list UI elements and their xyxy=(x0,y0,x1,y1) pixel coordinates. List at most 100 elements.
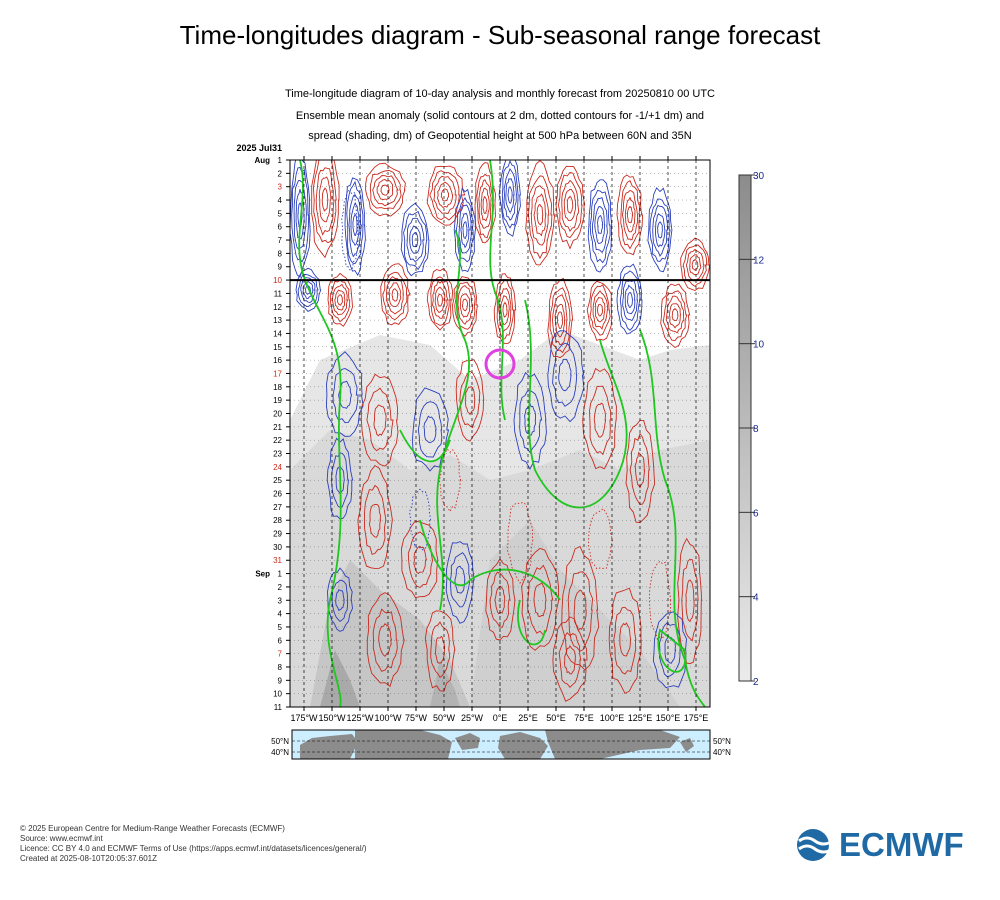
y-tick-label-day: 8 xyxy=(278,663,283,672)
contour-line xyxy=(459,370,481,429)
contour-line xyxy=(326,437,354,520)
ecmwf-logo-text: ECMWF xyxy=(839,826,964,863)
y-tick-label-day: 29 xyxy=(273,530,282,539)
contour-line xyxy=(533,582,547,617)
footer-created: Created at 2025-08-10T20:05:37.601Z xyxy=(20,854,157,863)
contour-line xyxy=(513,371,547,470)
contour-line xyxy=(459,293,471,318)
contour-line xyxy=(519,389,543,454)
zero-contour xyxy=(298,160,342,707)
x-tick-label: 25°W xyxy=(461,713,484,723)
x-tick-label: 25°E xyxy=(518,713,538,723)
contour-line xyxy=(327,272,353,327)
contour-line xyxy=(524,402,537,436)
contour-line xyxy=(332,368,359,424)
contour-line xyxy=(669,303,682,329)
colorbar: 30 12 10 8 6 4 2 xyxy=(738,171,765,688)
contour-line xyxy=(498,287,512,333)
footer-source: Source: www.ecmwf.int xyxy=(20,834,103,843)
contour-line xyxy=(567,571,594,652)
x-tick-label: 125°E xyxy=(628,713,653,723)
map-left-label-50n: 50°N xyxy=(271,737,289,746)
zero-contour xyxy=(419,519,561,601)
contour-line xyxy=(434,635,446,664)
contour-line xyxy=(455,196,474,263)
x-tick-label: 75°W xyxy=(405,713,428,723)
x-tick-label: 100°W xyxy=(374,713,402,723)
contour-line xyxy=(620,180,640,250)
plot-area xyxy=(289,159,711,708)
y-tick-label-day: 17 xyxy=(273,369,282,378)
contour-line xyxy=(586,280,613,341)
contour-line xyxy=(335,464,345,495)
contour-line xyxy=(507,186,513,204)
contour-line xyxy=(547,277,574,359)
y-tick-label-day: 9 xyxy=(278,676,283,685)
contour-line xyxy=(624,284,636,315)
contour-line xyxy=(501,160,519,229)
contour-line xyxy=(338,380,353,409)
contour-line xyxy=(424,610,456,692)
contour-line xyxy=(655,213,666,248)
contour-line xyxy=(293,180,307,250)
y-tick-label-day: 23 xyxy=(273,450,282,459)
contour-line xyxy=(624,196,636,233)
subtitle-line-3: spread (shading, dm) of Geopotential hei… xyxy=(308,130,692,142)
y-tick-label-day: 10 xyxy=(273,276,282,285)
contour-line xyxy=(597,303,604,317)
contour-line xyxy=(561,179,580,232)
contour-line xyxy=(478,179,492,229)
contour-line xyxy=(454,282,476,330)
contour-line xyxy=(549,287,571,354)
contour-line xyxy=(400,520,439,599)
contour-line xyxy=(434,286,446,313)
contour-line xyxy=(556,311,563,329)
contour-line xyxy=(502,301,508,318)
x-tick-label: 0°E xyxy=(493,713,508,723)
contour-line xyxy=(331,283,349,316)
contour-line xyxy=(566,195,574,214)
contour-line xyxy=(589,385,612,456)
contour-line xyxy=(627,292,634,308)
x-tick-label: 50°W xyxy=(433,713,456,723)
contour-line xyxy=(452,276,478,337)
y-tick-label-day: 7 xyxy=(278,650,283,659)
contour-line xyxy=(423,415,437,444)
contour-line xyxy=(547,330,585,423)
page-title: Time-longitudes diagram - Sub-seasonal r… xyxy=(179,20,821,50)
contour-line xyxy=(652,611,687,689)
x-tick-label: 100°E xyxy=(600,713,625,723)
contour-line xyxy=(625,419,656,523)
y-axis: 1Aug234567891011121314151617181920212223… xyxy=(254,156,290,712)
contour-line xyxy=(426,268,454,331)
contour-line xyxy=(587,179,613,273)
contour-line xyxy=(593,402,607,438)
y-tick-label-day: 9 xyxy=(278,263,283,272)
contour-line xyxy=(685,579,695,623)
contour-line xyxy=(482,195,488,214)
contour-line xyxy=(388,282,402,308)
contour-line xyxy=(311,160,340,259)
contour-line xyxy=(494,585,506,615)
contour-line xyxy=(552,294,568,346)
colorbar-tick-label: 4 xyxy=(753,593,759,604)
y-tick-label-day: 14 xyxy=(273,329,282,338)
y-tick-label-day: 18 xyxy=(273,383,282,392)
contour-line xyxy=(622,189,639,241)
map-right-label-50n: 50°N xyxy=(713,737,731,746)
contour-line xyxy=(454,565,466,594)
contour-line xyxy=(363,484,387,555)
highlight-marker xyxy=(484,348,516,380)
hovmoller-chart: 175°W 150°W 125°W 100°W 75°W 50°W 25°W 0°E 25°E 5… xyxy=(236,143,765,760)
contour-line xyxy=(373,404,387,437)
map-strip: 50°N 40°N 50°N 40°N xyxy=(271,729,731,760)
y-tick-label-day: 15 xyxy=(273,343,282,352)
contour-line xyxy=(440,188,449,202)
footer-copyright: © 2025 European Centre for Medium-Range … xyxy=(20,824,285,833)
zero-contour xyxy=(436,229,470,611)
zero-contour xyxy=(639,329,706,707)
contour-line xyxy=(619,270,641,331)
zero-contour xyxy=(517,599,546,646)
contour-line xyxy=(376,179,394,201)
contour-line xyxy=(348,193,362,258)
